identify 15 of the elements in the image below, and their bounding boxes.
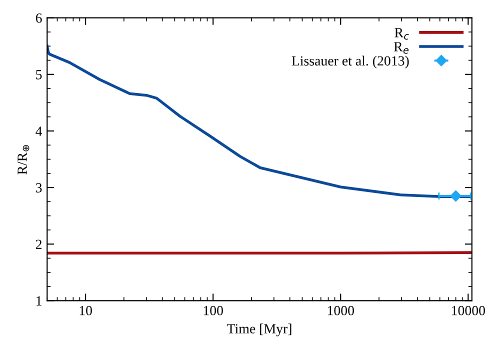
x-tick-label: 10 — [80, 306, 92, 316]
x-axis-title: Time [Myr] — [227, 324, 292, 336]
y-tick-label: 6 — [36, 13, 42, 23]
y-tick-label: 3 — [36, 183, 42, 192]
x-tick-label: 10000 — [452, 306, 485, 316]
y-tick-label: 5 — [36, 70, 42, 80]
legend-label: Lissauer et al. (2013) — [292, 56, 409, 68]
y-tick-label: 4 — [36, 126, 42, 136]
y-tick-label: 1 — [36, 296, 42, 306]
y-axis-title: R/R$_{⊕}$ — [18, 145, 30, 174]
x-tick-label: 1000 — [328, 306, 354, 316]
y-tick-label: 2 — [36, 240, 42, 249]
legend-label: R$_{e}$ — [394, 42, 409, 54]
legend-label: R$_{c}$ — [394, 28, 409, 40]
x-tick-label: 100 — [204, 306, 223, 316]
